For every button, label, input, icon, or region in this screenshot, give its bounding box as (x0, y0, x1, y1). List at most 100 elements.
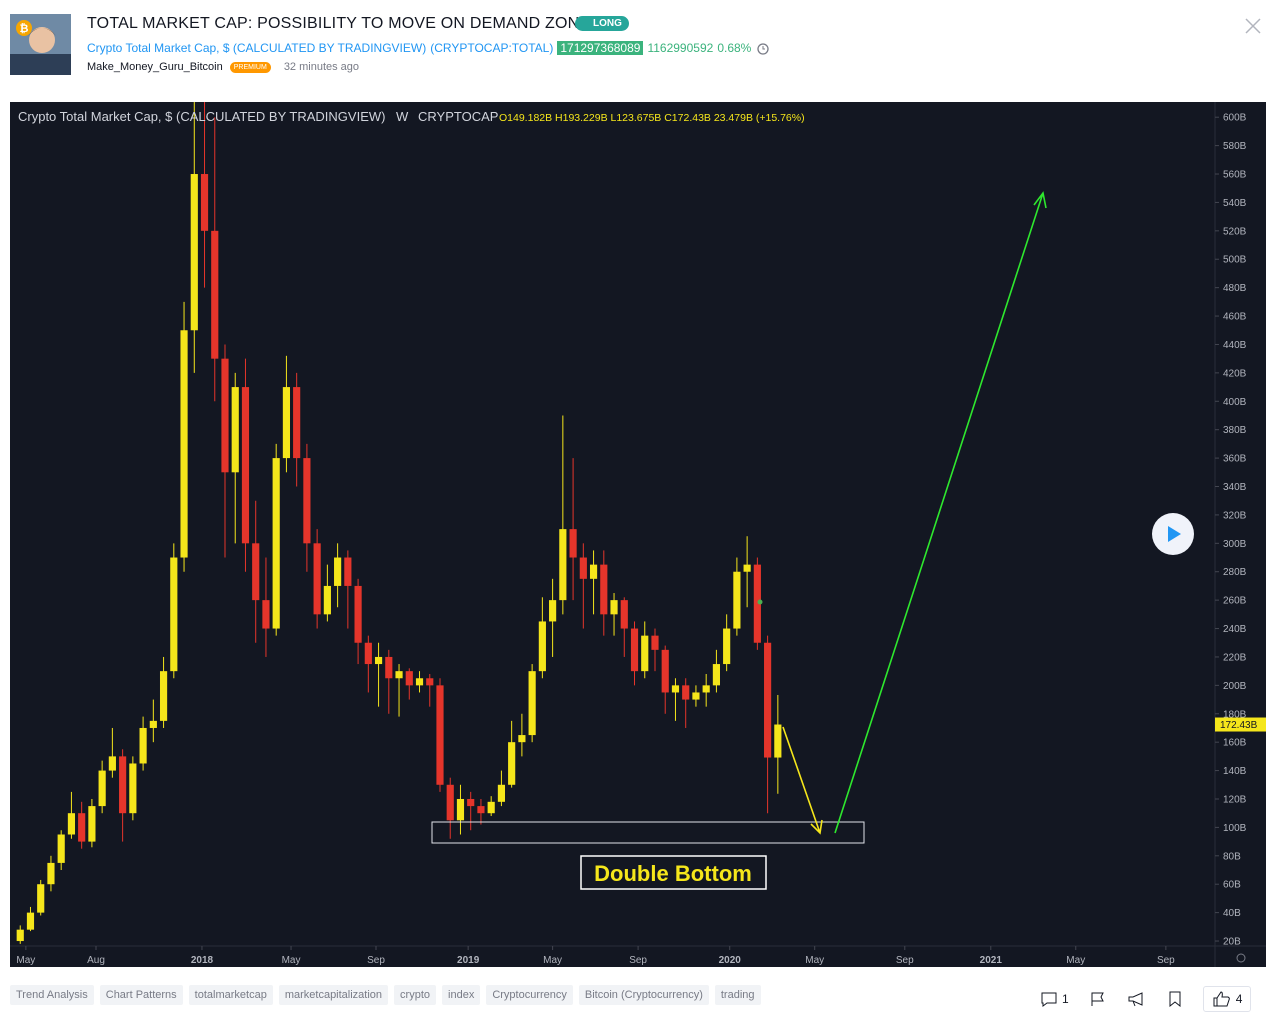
y-tick-label: 480B (1223, 283, 1247, 294)
likes[interactable]: 4 (1202, 986, 1252, 1012)
candle-body (262, 600, 270, 629)
actions: 1 4 (1040, 986, 1252, 1012)
symbol-code[interactable]: (CRYPTOCAP:TOTAL) (430, 41, 554, 55)
legend-exchange: CRYPTOCAP (418, 109, 498, 124)
candle-body (139, 727, 147, 764)
legend-name: Crypto Total Market Cap, $ (CALCULATED B… (18, 109, 385, 124)
tag[interactable]: Trend Analysis (10, 985, 94, 1005)
plot (16, 102, 782, 944)
candle-body (569, 529, 577, 558)
candle-body (467, 798, 475, 807)
demand-zone (431, 821, 865, 844)
candle-body (170, 557, 178, 672)
settings-icon[interactable] (1236, 953, 1246, 963)
candle-body (323, 585, 331, 615)
candle-body (119, 756, 127, 814)
candle-body (723, 628, 731, 665)
y-tick-label: 120B (1223, 794, 1247, 805)
y-tick-label: 180B (1223, 709, 1247, 720)
candle-body (282, 387, 291, 459)
y-tick-label: 60B (1223, 880, 1241, 891)
tag[interactable]: Bitcoin (Cryptocurrency) (578, 985, 709, 1005)
alert-icon[interactable] (755, 41, 771, 55)
candle-body (88, 806, 96, 842)
play-button[interactable] (1151, 512, 1195, 556)
y-tick-label: 400B (1223, 397, 1247, 408)
y-tick-label: 100B (1223, 823, 1247, 834)
candle-body (518, 735, 526, 743)
comments[interactable]: 1 (1040, 991, 1069, 1007)
candle-body (57, 834, 65, 863)
candle-body (528, 671, 536, 736)
candle-body (374, 656, 383, 665)
candle-body (231, 387, 239, 473)
comment-icon (1041, 992, 1057, 1007)
candle-body (487, 801, 495, 814)
candle-body (159, 671, 168, 721)
tag[interactable]: crypto (394, 985, 437, 1005)
time: 32 minutes ago (283, 61, 360, 73)
candle-body (579, 557, 587, 579)
svg-text:₿: ₿ (20, 23, 29, 35)
candle-body (610, 600, 618, 615)
tag[interactable]: marketcapitalization (278, 985, 389, 1005)
x-tick-label: May (543, 955, 562, 966)
candle-body (241, 387, 250, 544)
legend-interval: W (396, 109, 409, 124)
candle-body (641, 635, 649, 672)
x-tick-label: Sep (629, 955, 647, 966)
down-arrow (782, 726, 823, 835)
author[interactable]: Make_Money_Guru_Bitcoin (87, 61, 223, 73)
y-tick-label: 160B (1223, 738, 1247, 749)
y-tick-label: 440B (1223, 340, 1247, 351)
candle-body (303, 458, 311, 544)
like-count: 4 (1235, 992, 1243, 1006)
tag[interactable]: Chart Patterns (99, 985, 183, 1005)
tag[interactable]: index (442, 985, 481, 1005)
candle-body (538, 621, 546, 672)
y-tick-label: 500B (1223, 255, 1247, 266)
candle-body (508, 742, 516, 785)
candle-body (334, 557, 342, 586)
candle-body (221, 358, 229, 473)
candle-body (712, 664, 720, 686)
candle-body (149, 720, 157, 728)
y-tick-label: 300B (1223, 539, 1247, 550)
candle-body (692, 692, 700, 700)
tag[interactable]: trading (714, 985, 761, 1005)
candle-body (395, 671, 403, 679)
candle-body (344, 557, 352, 586)
candle-body (313, 543, 321, 615)
y-tick-label: 240B (1223, 624, 1247, 635)
author-line: Make_Money_Guru_Bitcoin PREMIUM 32 minut… (87, 61, 359, 73)
annotation: Double Bottom (594, 861, 752, 886)
y-tick-label: 600B (1223, 113, 1247, 124)
long-badge: LONG (575, 16, 629, 31)
candle-body (477, 806, 485, 814)
close-button[interactable] (1243, 16, 1263, 36)
tag[interactable]: totalmarketcap (188, 985, 273, 1005)
y-tick-label: 380B (1223, 425, 1247, 436)
x-tick-label: May (1066, 955, 1085, 966)
y-tick-label: 420B (1223, 368, 1247, 379)
candle-body (180, 330, 188, 558)
candle-body (651, 635, 659, 650)
legend-ohlc: O149.182B H193.229B L123.675B C172.43B 2… (499, 112, 805, 124)
flag-icon[interactable] (1089, 991, 1107, 1007)
candle-body (190, 174, 198, 331)
symbol-name[interactable]: Crypto Total Market Cap, $ (CALCULATED B… (87, 41, 427, 55)
bookmark-icon[interactable] (1167, 991, 1183, 1007)
candle-body (600, 564, 608, 615)
candle-body (47, 862, 55, 885)
tag[interactable]: Cryptocurrency (486, 985, 573, 1005)
candle-body (661, 649, 669, 693)
candle-body (559, 529, 567, 601)
share-icon[interactable] (1127, 991, 1147, 1007)
x-tick-label: May (805, 955, 824, 966)
candle-body (364, 642, 372, 665)
candle-body (497, 784, 506, 802)
y-tick-label: 140B (1223, 766, 1247, 777)
x-tick-label: 2020 (719, 955, 742, 966)
avatar[interactable]: ₿ (10, 14, 71, 75)
